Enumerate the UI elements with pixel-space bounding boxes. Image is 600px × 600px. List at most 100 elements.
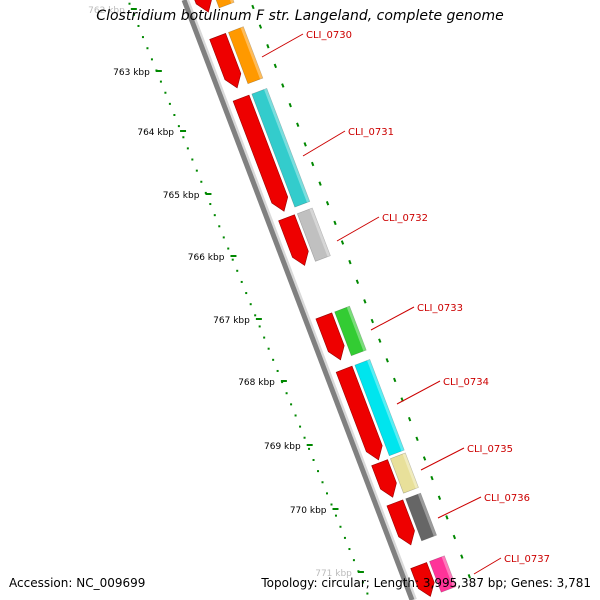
scale-dot [254,314,257,317]
scale-label: 770 kbp [290,506,327,516]
scale-dot [227,247,230,250]
gene-track [215,0,457,593]
scale-dot [231,258,234,261]
scale-label: 768 kbp [238,378,275,388]
gc-dash [348,259,352,265]
gene-leader-line [473,557,502,575]
gene-bar-highlight [229,0,235,4]
gene-bar [215,0,235,9]
gc-dash [452,534,457,540]
gene-leader-line [396,380,441,405]
cds-arrow [386,499,415,546]
cds-arrow [410,562,435,597]
gene-bar-highlight [346,306,367,352]
scale-dot [343,536,346,539]
scale-dot [182,136,185,139]
gene-label[interactable]: CLI_0733 [417,303,463,314]
gc-dash [445,515,449,520]
gc-dash [296,122,300,127]
scale-dot [240,280,243,283]
gene-bar [429,555,457,593]
scale-dot [141,36,144,39]
gene-bar-highlight [240,26,263,80]
map-title: Clostridium botulinum F str. Langeland, … [96,8,504,24]
scale-dot [267,347,270,350]
gene-leader-line [302,130,346,157]
scale-dot [285,392,288,395]
scale-label: 762 kbp [88,6,125,16]
scale-dot [132,13,135,16]
gc-dash [333,220,337,226]
gene-bar [354,359,405,457]
scale-dot [366,592,369,595]
gc-dash [288,102,292,108]
gc-dash [460,554,464,559]
scale-dot [128,2,131,5]
gc-dash [422,456,427,461]
scale-label: 763 kbp [113,68,150,78]
scale-dot [204,191,207,194]
gc-dash [281,83,285,88]
gene-labels: CLI_0730 CLI_0731 CLI_0732 CLI_0733 CLI_0734… [261,30,550,575]
scale-dot [245,292,248,295]
gc-dash [430,475,434,481]
gene-label[interactable]: CLI_0734 [443,377,489,388]
gc-dash [251,4,255,10]
scale-dot [191,158,194,161]
gc-content-track [251,4,471,579]
scale-label: 771 kbp [315,569,352,579]
scale-label: 765 kbp [163,191,200,201]
scale-dot [186,147,189,150]
gc-dash [340,240,345,245]
gc-dash [303,142,307,147]
gene-bar [389,452,419,494]
cds-arrow [371,459,397,498]
gene-bar [251,87,311,208]
gene-bar-highlight [441,555,457,588]
scale-dot [325,492,328,495]
scale-dot [272,358,275,361]
gene-bar [334,305,367,357]
scale-dot [173,113,176,116]
backbone-line [181,0,415,600]
scale-dot [164,91,167,94]
cds-arrow [194,0,212,13]
gc-dash [370,318,374,324]
gene-label[interactable]: CLI_0732 [382,213,428,224]
scale-label: 769 kbp [264,442,301,452]
scale-dot [352,559,355,562]
gene-bar [296,207,331,262]
scale-dot [312,458,315,461]
scale-dot [321,481,324,484]
accession-text: Accession: NC_009699 [9,576,146,590]
gene-label[interactable]: CLI_0737 [504,554,550,565]
gc-dash [266,43,270,49]
gc-dash [393,377,397,383]
scale-label: 766 kbp [188,253,225,263]
gc-dash [325,201,330,206]
gc-dash [378,338,382,343]
genome-summary-text: Topology: circular; Length: 3,995,387 bp… [261,576,591,590]
gc-dash [407,416,412,422]
gc-dash [415,436,419,442]
gc-dash [437,495,442,500]
gc-dash [355,279,360,285]
gene-label[interactable]: CLI_0736 [484,493,530,504]
gene-leader-line [336,216,380,242]
scale-dot [150,58,153,61]
scale-dot [330,503,333,506]
gene-label[interactable]: CLI_0731 [348,127,394,138]
scale-dot [195,169,198,172]
scale-dot [236,269,239,272]
cds-track [194,0,435,597]
gene-bar [405,492,437,542]
gene-bar-highlight [309,208,331,257]
gc-dash [310,161,315,167]
gene-label[interactable]: CLI_0730 [306,30,352,41]
scale-label: 764 kbp [137,128,174,138]
scale-dot [290,403,293,406]
gene-label[interactable]: CLI_0735 [467,444,513,455]
scale-dot [258,325,261,328]
scale-label: 767 kbp [213,316,250,326]
gc-dash [467,574,471,579]
